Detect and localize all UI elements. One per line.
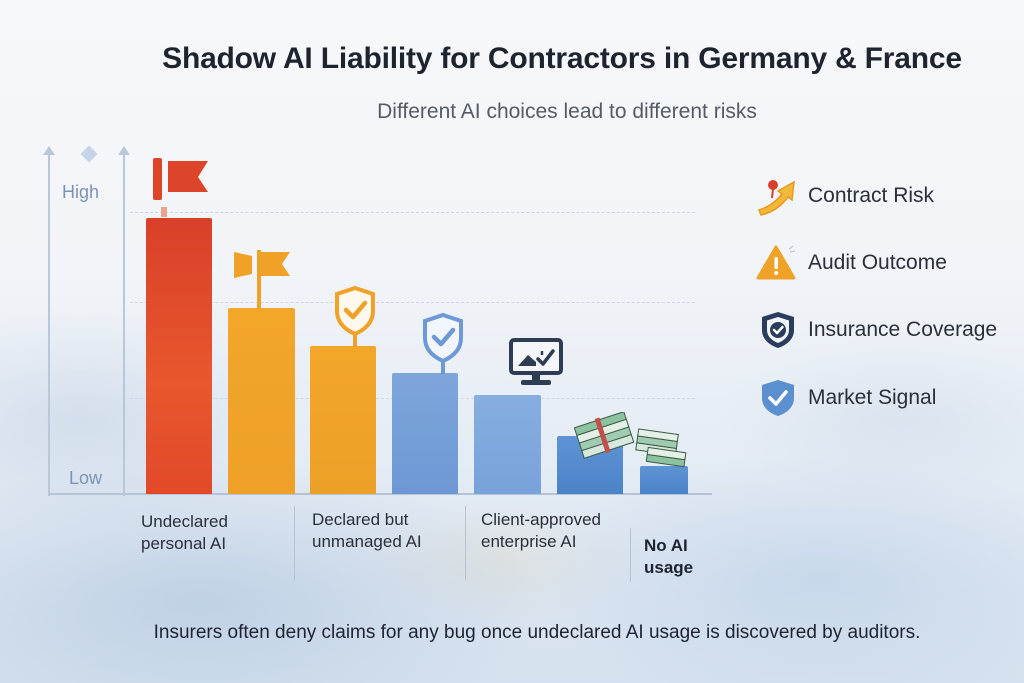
y-axis-line-inner	[123, 152, 125, 496]
category-label-declared: Declared but unmanaged AI	[312, 510, 422, 551]
page-title: Shadow AI Liability for Contractors in G…	[162, 42, 962, 75]
money-stack-icon	[574, 412, 687, 468]
axis-arrow-icon	[118, 146, 130, 155]
category-divider	[294, 506, 295, 580]
red-flag-icon	[153, 158, 208, 217]
bar-no-ai-usage	[640, 466, 688, 494]
gridline	[130, 302, 695, 303]
category-label-client-approved: Client-approved enterprise AI	[481, 510, 602, 551]
bar-client-approved-market-signal	[474, 395, 541, 494]
shield-check-filled-icon	[756, 378, 800, 418]
category-label-undeclared: Undeclared personal AI	[141, 512, 228, 553]
axis-label-high: High	[62, 182, 100, 202]
page-subtitle: Different AI choices lead to different r…	[377, 100, 757, 123]
warning-triangle-icon	[756, 243, 800, 283]
shield-check-orange-icon	[335, 285, 375, 347]
legend-label: Contract Risk	[808, 184, 935, 207]
axis-arrow-icon	[43, 146, 55, 155]
rising-arrow-icon	[756, 176, 800, 216]
diamond-icon	[80, 145, 98, 163]
category-divider	[630, 528, 631, 582]
x-axis-baseline	[48, 493, 712, 495]
legend-item-market-signal: Market Signal	[756, 378, 936, 418]
category-label-no-ai: No AI usage	[644, 536, 694, 577]
legend-item-insurance-coverage: Insurance Coverage	[756, 310, 997, 350]
bar-declared-audit-outcome	[310, 346, 376, 494]
orange-flag-icon	[234, 250, 290, 308]
footer-note: Insurers often deny claims for any bug o…	[153, 622, 921, 643]
legend-label: Market Signal	[808, 386, 937, 409]
y-axis-line-outer	[48, 152, 50, 496]
shield-check-blue-icon	[423, 312, 463, 374]
gridline	[130, 212, 695, 213]
axis-label-low: Low	[69, 468, 103, 488]
category-divider	[465, 506, 466, 580]
monitor-chart-icon	[509, 338, 563, 385]
legend-item-contract-risk: Contract Risk	[756, 176, 934, 216]
legend-label: Insurance Coverage	[808, 318, 998, 341]
bar-declared-insurance-coverage	[392, 373, 458, 494]
bar-undeclared-contract-risk	[146, 218, 212, 494]
bar-undeclared-audit-outcome	[228, 308, 295, 494]
legend-label: Audit Outcome	[808, 251, 947, 274]
shield-check-outline-icon	[756, 310, 800, 350]
legend-item-audit-outcome: Audit Outcome	[756, 243, 947, 283]
